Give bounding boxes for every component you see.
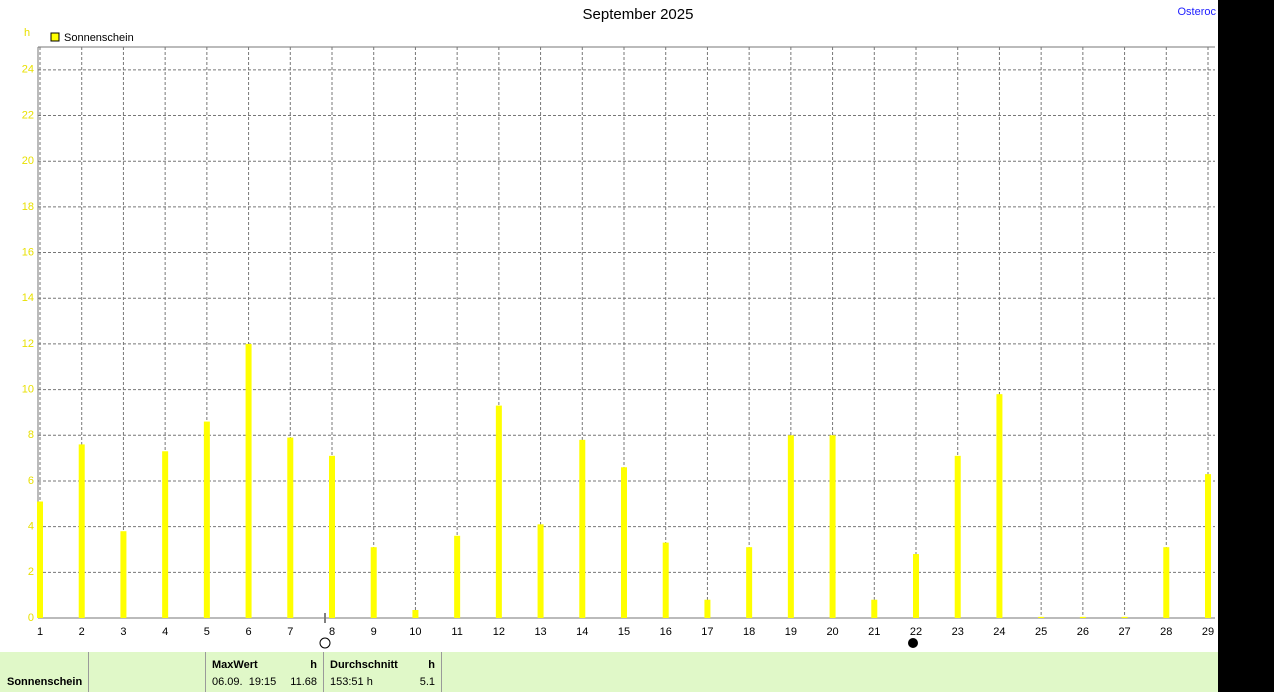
y-tick-label: 14 (22, 292, 34, 304)
y-tick-label: 22 (22, 109, 34, 121)
x-tick-label: 7 (287, 626, 293, 638)
y-tick-label: 10 (22, 384, 34, 396)
bar (1205, 474, 1211, 618)
bar (829, 435, 836, 618)
bar (579, 439, 586, 618)
column-header: Durchschnitt (330, 659, 398, 671)
x-tick-label: 25 (1035, 626, 1047, 638)
bar (203, 421, 210, 618)
x-tick-label: 5 (204, 626, 210, 638)
full-moon-icon (319, 637, 331, 649)
column-right: 11.68 (290, 676, 317, 688)
x-tick-label: 13 (534, 626, 546, 638)
x-tick-label: 6 (246, 626, 252, 638)
bar (412, 610, 419, 618)
x-tick-label: 4 (162, 626, 168, 638)
x-tick-label: 16 (660, 626, 672, 638)
x-tick-label: 11 (451, 626, 462, 638)
y-tick-label: 12 (22, 338, 34, 350)
bar (787, 435, 794, 618)
bar (495, 405, 502, 618)
x-tick-label: 24 (993, 626, 1005, 638)
x-tick-label: 19 (785, 626, 797, 638)
bar (871, 599, 878, 618)
legend-label: Sonnenschein (64, 32, 134, 44)
bar (162, 451, 169, 618)
y-tick-label: 24 (22, 64, 34, 76)
y-tick-label: 4 (28, 521, 34, 533)
bar (1038, 616, 1045, 618)
bar (746, 547, 753, 618)
bar (370, 547, 377, 618)
x-tick-label: 8 (329, 626, 335, 638)
x-tick-label: 9 (371, 626, 377, 638)
y-tick-label: 8 (28, 429, 34, 441)
chart-title: September 2025 (583, 6, 694, 23)
y-axis-label: h (24, 27, 30, 39)
legend-swatch (50, 32, 60, 42)
bar (1079, 616, 1086, 618)
summary-table: Sonnenschein MaxWert h 06.09. 19:15 11.6… (0, 652, 1218, 692)
summary-cell: MaxWert h 06.09. 19:15 11.68 (206, 652, 324, 692)
y-tick-label: 18 (22, 201, 34, 213)
bar (1121, 616, 1128, 618)
bar (78, 444, 85, 618)
summary-label: Sonnenschein (7, 676, 83, 688)
bar (287, 437, 294, 618)
bar (1163, 547, 1170, 618)
bar (245, 343, 252, 618)
bar (662, 542, 669, 618)
summary-cell: Sonnenschein (0, 652, 89, 692)
y-tick-label: 6 (28, 475, 34, 487)
bar (621, 467, 627, 618)
bar (37, 501, 43, 618)
column-left: 153:51 h (330, 676, 373, 688)
x-tick-label: 29 (1202, 626, 1214, 638)
y-tick-label: 2 (28, 566, 34, 578)
x-tick-label: 12 (493, 626, 505, 638)
x-tick-label: 20 (826, 626, 838, 638)
column-unit: h (428, 659, 435, 671)
x-tick-label: 22 (910, 626, 922, 638)
x-tick-label: 18 (743, 626, 755, 638)
x-tick-label: 27 (1118, 626, 1130, 638)
x-tick-label: 21 (868, 626, 880, 638)
column-unit: h (310, 659, 317, 671)
bar (913, 554, 919, 618)
x-tick-label: 28 (1160, 626, 1172, 638)
chart: September 2025 Osteroc h Sonnenschein 0 2… (22, 6, 1216, 649)
column-right: 5.1 (419, 676, 435, 688)
bar (120, 531, 127, 618)
x-tick-label: 2 (79, 626, 85, 638)
x-tick-label: 26 (1077, 626, 1089, 638)
summary-cell: Durchschnitt h 153:51 h 5.1 (324, 652, 442, 692)
bar (454, 535, 461, 618)
bar (537, 524, 544, 618)
y-tick-label: 16 (22, 246, 34, 258)
x-tick-label: 10 (409, 626, 421, 638)
y-tick-label: 0 (28, 612, 34, 624)
summary-cell (89, 652, 206, 692)
x-tick-label: 14 (576, 626, 588, 638)
black-strip (1218, 0, 1274, 692)
bar (954, 455, 961, 618)
bar (329, 455, 335, 618)
bar (996, 394, 1003, 618)
bar (704, 599, 711, 618)
x-tick-label: 3 (120, 626, 126, 638)
x-tick-label: 23 (952, 626, 964, 638)
new-moon-icon (908, 638, 918, 648)
x-tick-label: 15 (618, 626, 630, 638)
y-tick-label: 20 (22, 155, 34, 167)
column-header: MaxWert (212, 659, 258, 671)
station: Osteroc (1177, 6, 1216, 18)
column-left: 06.09. 19:15 (212, 676, 277, 688)
x-tick-label: 17 (701, 626, 713, 638)
x-tick-label: 1 (37, 626, 43, 638)
